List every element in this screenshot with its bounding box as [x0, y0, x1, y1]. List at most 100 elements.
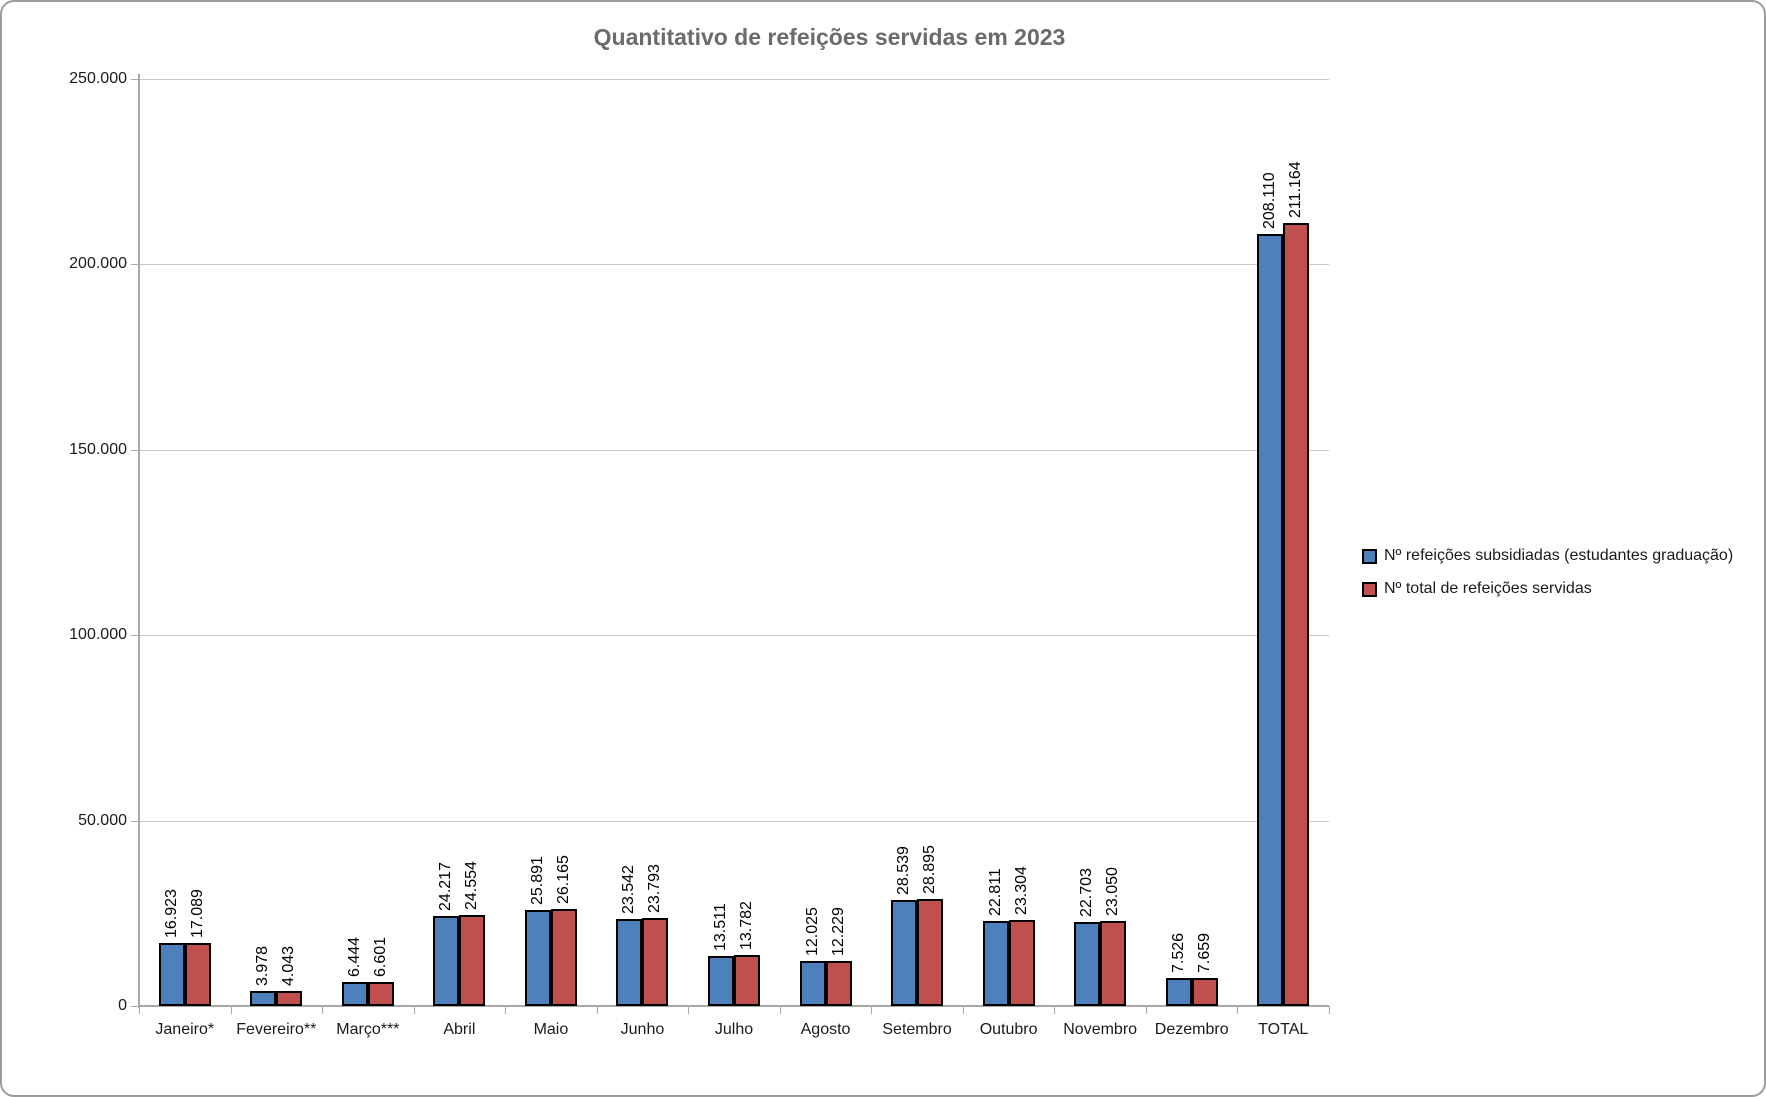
bar-data-label: 12.229: [829, 906, 847, 956]
x-axis-category-label: Maio: [533, 1021, 569, 1038]
bar-data-label: 23.050: [1104, 866, 1122, 916]
bar-total: [1283, 223, 1310, 1006]
bar-subsidiadas: [158, 943, 185, 1006]
bar-total: [734, 954, 760, 1006]
bar-subsidiadas: [799, 961, 826, 1006]
x-axis-tick: [322, 1006, 324, 1014]
x-axis-tick: [1054, 1006, 1056, 1014]
bar-subsidiadas: [341, 982, 368, 1006]
y-gridline: [139, 264, 1329, 266]
chart-title: Quantitativo de refeições servidas em 20…: [593, 24, 1066, 50]
bar-data-label: 23.304: [1012, 865, 1030, 915]
y-axis-tick-label: 250.000: [69, 70, 127, 87]
bar-data-label: 211.164: [1287, 161, 1305, 218]
bar-subsidiadas: [708, 955, 734, 1006]
bar-total: [642, 917, 669, 1006]
bar-subsidiadas: [891, 900, 918, 1006]
bar-data-label: 6.444: [345, 937, 363, 978]
x-axis-tick: [1329, 1006, 1330, 1014]
y-gridline: [139, 635, 1329, 637]
x-axis-category-label: Dezembro: [1154, 1021, 1229, 1038]
legend: Nº refeições subsidiadas (estudantes gra…: [1362, 546, 1733, 612]
legend-item-total: Nº total de refeições servidas: [1362, 579, 1733, 599]
bar-total: [184, 942, 211, 1006]
bar-subsidiadas: [1074, 921, 1101, 1006]
x-axis-tick: [779, 1006, 781, 1014]
legend-item-subsidiadas: Nº refeições subsidiadas (estudantes gra…: [1362, 546, 1733, 566]
x-axis-tick: [139, 1006, 140, 1014]
y-axis-tick: [131, 1006, 139, 1007]
bar-subsidiadas: [433, 916, 460, 1006]
bar-data-label: 22.811: [986, 868, 1004, 917]
x-axis-tick: [688, 1006, 690, 1014]
x-axis-category-label: Junho: [620, 1021, 665, 1038]
bar-data-label: 13.511: [712, 903, 729, 951]
x-axis-category-label: Setembro: [882, 1021, 952, 1038]
bar-data-label: 12.025: [803, 907, 821, 957]
y-axis-tick-label: 50.000: [78, 811, 127, 829]
y-axis-line: [138, 74, 140, 1008]
bar-data-label: 28.539: [895, 846, 913, 896]
x-axis-category-label: Abril: [443, 1021, 476, 1038]
bar-data-label: 23.542: [620, 864, 638, 914]
bar-total: [825, 960, 852, 1006]
x-axis-category-label: Fevereiro**: [236, 1021, 317, 1038]
x-axis-category-label: Julho: [714, 1021, 754, 1038]
y-axis-tick: [131, 635, 139, 637]
bar-data-label: 4.043: [280, 945, 298, 986]
bar-total: [1100, 920, 1127, 1006]
x-axis-tick: [871, 1006, 873, 1014]
bar-subsidiadas: [1257, 234, 1284, 1006]
bar-total: [276, 991, 303, 1006]
bar-data-label: 3.978: [254, 946, 272, 987]
bar-subsidiadas: [250, 991, 277, 1006]
bar-data-label: 24.217: [437, 862, 455, 912]
bar-total: [550, 908, 577, 1006]
x-axis-tick: [413, 1006, 415, 1014]
x-axis-tick: [1237, 1006, 1239, 1014]
x-axis-line: [139, 1005, 1329, 1007]
x-axis-category-label: Agosto: [800, 1021, 851, 1038]
y-axis-tick-label: 150.000: [69, 440, 127, 458]
bar-subsidiadas: [982, 921, 1009, 1006]
x-axis-tick: [1145, 1006, 1147, 1014]
y-axis-tick: [131, 264, 139, 266]
bar-total: [1008, 919, 1035, 1006]
bar-data-label: 6.601: [371, 936, 389, 977]
bar-total: [459, 914, 486, 1006]
y-axis-tick-label: 200.000: [69, 255, 127, 273]
y-axis-tick: [131, 79, 139, 80]
x-axis-category-label: Novembro: [1063, 1021, 1138, 1038]
legend-marker-blue-icon: [1362, 548, 1377, 564]
bar-subsidiadas: [616, 918, 643, 1006]
bar-data-label: 28.895: [921, 844, 939, 894]
legend-label-total: Nº total de refeições servidas: [1384, 580, 1592, 597]
legend-label-subsidiadas: Nº refeições subsidiadas (estudantes gra…: [1384, 547, 1734, 564]
bar-data-label: 16.923: [162, 889, 180, 939]
bar-data-label: 24.554: [463, 861, 481, 910]
bar-total: [367, 981, 394, 1006]
x-axis-tick: [962, 1006, 964, 1014]
x-axis-category-label: TOTAL: [1258, 1021, 1309, 1038]
y-axis-tick: [131, 820, 139, 822]
bar-data-label: 13.782: [738, 900, 755, 950]
y-axis-tick-label: 100.000: [69, 626, 127, 644]
bar-data-label: 23.793: [646, 863, 664, 913]
bar-data-label: 17.089: [188, 888, 206, 938]
bar-data-label: 22.703: [1078, 867, 1096, 917]
bar-data-label: 25.891: [528, 856, 546, 905]
x-axis-tick: [230, 1006, 232, 1014]
y-gridline: [139, 820, 1329, 822]
y-axis-tick-label: 0: [118, 997, 127, 1014]
x-axis-tick: [596, 1006, 598, 1014]
bar-data-label: 7.526: [1169, 933, 1187, 974]
x-axis-tick: [505, 1006, 507, 1014]
bar-data-label: 208.110: [1261, 172, 1279, 230]
bar-subsidiadas: [524, 909, 551, 1006]
bar-subsidiadas: [1165, 978, 1192, 1006]
x-axis-category-label: Outubro: [979, 1021, 1038, 1038]
y-axis-tick: [131, 449, 139, 451]
bar-total: [1191, 977, 1218, 1006]
bar-data-label: 7.659: [1195, 932, 1213, 973]
